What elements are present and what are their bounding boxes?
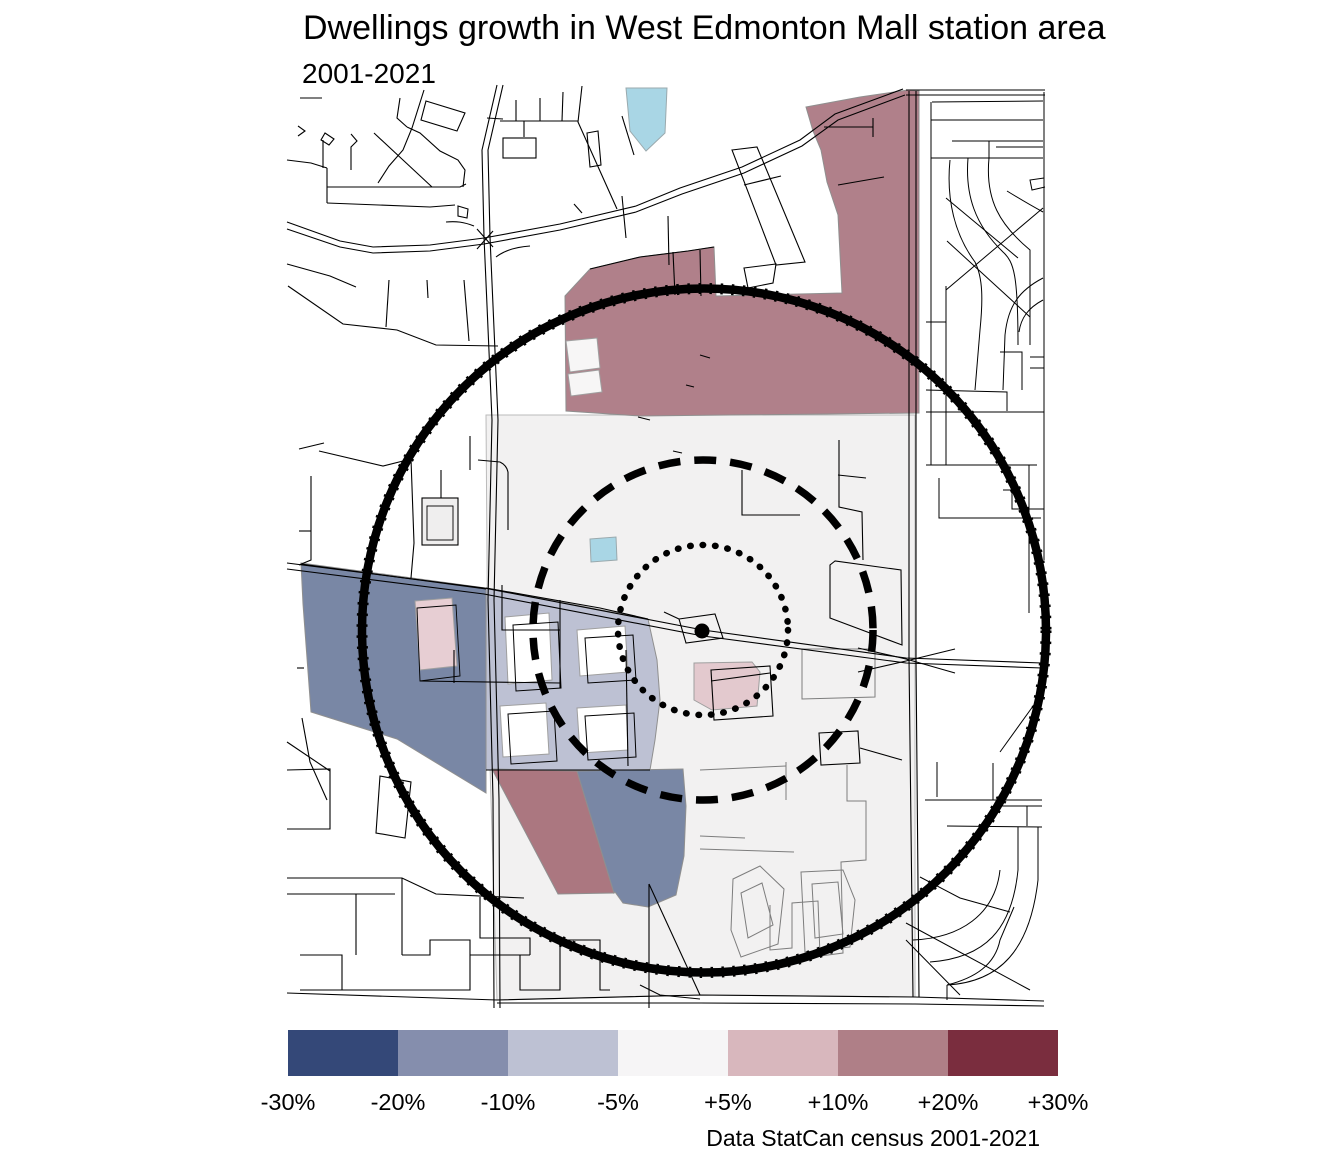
svg-text:-30%: -30% — [261, 1089, 316, 1115]
svg-text:-10%: -10% — [481, 1089, 536, 1115]
svg-text:+20%: +20% — [918, 1089, 979, 1115]
svg-text:Data StatCan census 2001-2021: Data StatCan census 2001-2021 — [706, 1125, 1040, 1151]
svg-text:+30%: +30% — [1028, 1089, 1089, 1115]
svg-text:+10%: +10% — [808, 1089, 869, 1115]
svg-text:-20%: -20% — [371, 1089, 426, 1115]
svg-text:Dwellings growth in West Edmon: Dwellings growth in West Edmonton Mall s… — [303, 9, 1106, 47]
svg-text:+5%: +5% — [704, 1089, 752, 1115]
svg-text:2001-2021: 2001-2021 — [302, 58, 436, 89]
svg-text:-5%: -5% — [597, 1089, 639, 1115]
